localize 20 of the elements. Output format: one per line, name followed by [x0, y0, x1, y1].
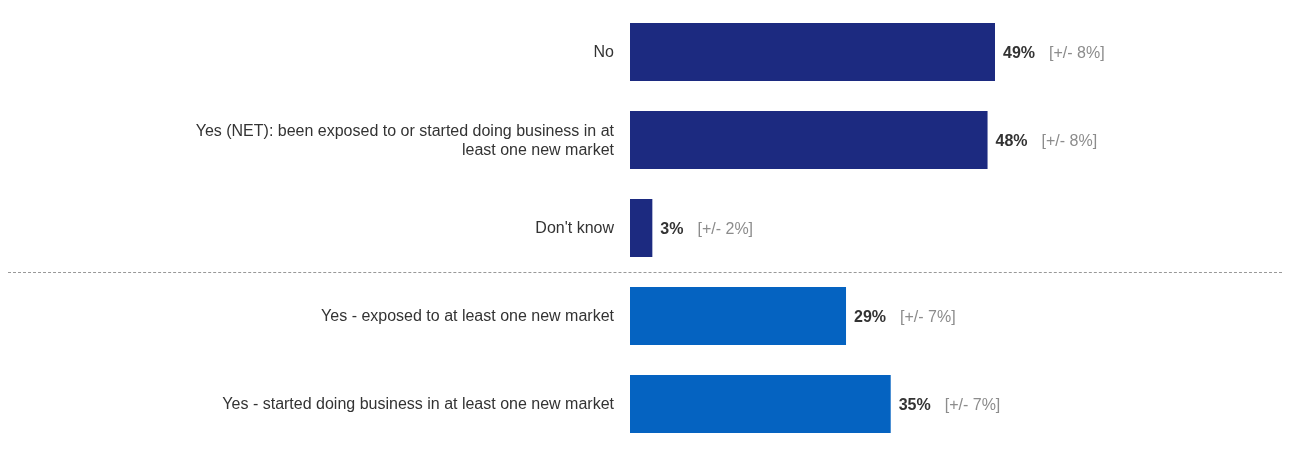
y-tick-label: Yes (NET): been exposed to or started doing business in at least one new market — [195, 121, 615, 158]
annotation: [+/- 7%] — [900, 307, 956, 325]
y-tick-label: Don't know — [535, 219, 615, 236]
y-tick-label: Yes - exposed to at least one new market — [321, 307, 615, 324]
bar — [630, 22, 995, 81]
y-tick-label: No — [593, 43, 615, 60]
data-label: 29% — [854, 307, 887, 325]
data-label: 35% — [898, 395, 931, 413]
data-label: 3% — [660, 219, 684, 237]
bar — [630, 374, 891, 433]
data-label: 49% — [1003, 43, 1036, 61]
data-label: 48% — [995, 131, 1028, 149]
y-tick-label: Yes - started doing business in at least one new market — [222, 395, 615, 412]
annotation: [+/- 2%] — [697, 219, 754, 237]
bar — [630, 286, 847, 345]
bar — [630, 110, 988, 169]
text: [+/- 8%] — [1041, 131, 1098, 149]
annotation: [+/- 7%] — [944, 395, 1001, 413]
bar — [630, 198, 653, 257]
text: [+/- 8%] — [1049, 43, 1105, 61]
